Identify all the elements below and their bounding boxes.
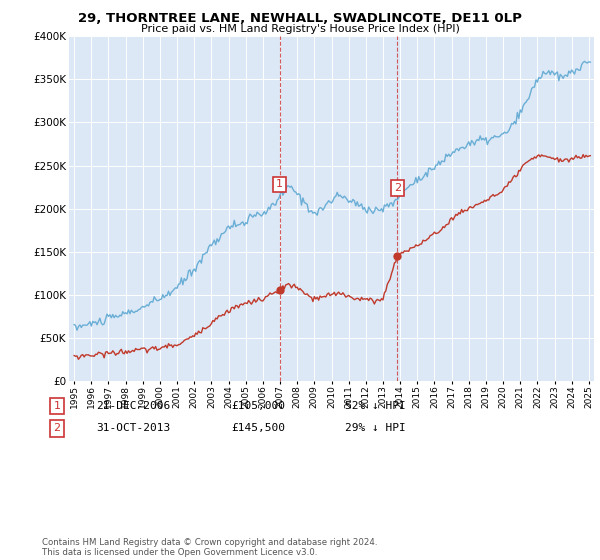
Text: 2: 2: [53, 423, 61, 433]
Text: 29% ↓ HPI: 29% ↓ HPI: [345, 423, 406, 433]
Text: 2: 2: [394, 183, 401, 193]
Text: 29, THORNTREE LANE, NEWHALL, SWADLINCOTE, DE11 0LP: 29, THORNTREE LANE, NEWHALL, SWADLINCOTE…: [78, 12, 522, 25]
Text: 52% ↓ HPI: 52% ↓ HPI: [345, 401, 406, 411]
Text: 31-OCT-2013: 31-OCT-2013: [96, 423, 170, 433]
Text: Price paid vs. HM Land Registry's House Price Index (HPI): Price paid vs. HM Land Registry's House …: [140, 24, 460, 34]
Text: 1: 1: [276, 179, 283, 189]
Text: 21-DEC-2006: 21-DEC-2006: [96, 401, 170, 411]
Text: 1: 1: [53, 401, 61, 411]
Text: Contains HM Land Registry data © Crown copyright and database right 2024.
This d: Contains HM Land Registry data © Crown c…: [42, 538, 377, 557]
Text: £145,500: £145,500: [231, 423, 285, 433]
Text: £105,000: £105,000: [231, 401, 285, 411]
